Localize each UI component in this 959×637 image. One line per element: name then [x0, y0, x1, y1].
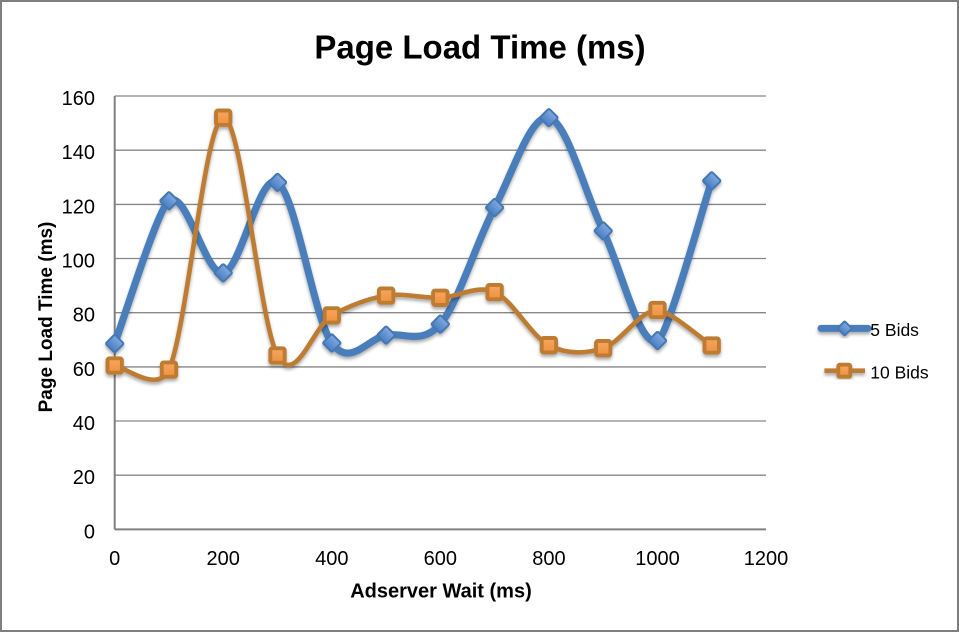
- svg-text:120: 120: [62, 196, 95, 218]
- svg-text:100: 100: [62, 251, 95, 273]
- svg-text:400: 400: [315, 548, 348, 570]
- svg-text:0: 0: [84, 521, 95, 543]
- svg-text:Adserver Wait (ms): Adserver Wait (ms): [350, 581, 532, 603]
- svg-text:60: 60: [73, 359, 95, 381]
- svg-text:1200: 1200: [744, 548, 789, 570]
- svg-text:40: 40: [73, 413, 95, 435]
- svg-text:80: 80: [73, 305, 95, 327]
- svg-text:200: 200: [207, 548, 240, 570]
- svg-text:Page Load Time (ms): Page Load Time (ms): [314, 29, 645, 66]
- svg-text:Page Load Time (ms): Page Load Time (ms): [36, 222, 57, 413]
- svg-text:5 Bids: 5 Bids: [870, 320, 919, 340]
- svg-text:160: 160: [62, 88, 95, 110]
- svg-text:1000: 1000: [635, 548, 680, 570]
- svg-text:600: 600: [424, 548, 457, 570]
- svg-text:0: 0: [109, 548, 120, 570]
- svg-text:800: 800: [532, 548, 565, 570]
- svg-text:140: 140: [62, 142, 95, 164]
- svg-text:20: 20: [73, 467, 95, 489]
- svg-text:10 Bids: 10 Bids: [870, 362, 929, 382]
